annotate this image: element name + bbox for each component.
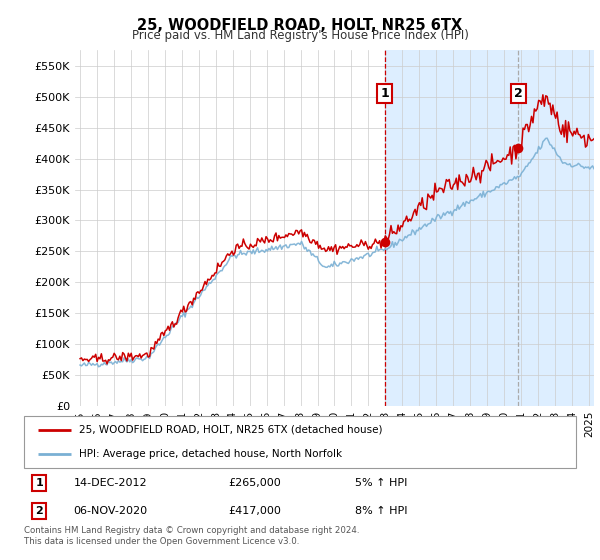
Text: 06-NOV-2020: 06-NOV-2020 [74, 506, 148, 516]
Text: £417,000: £417,000 [228, 506, 281, 516]
Text: Contains HM Land Registry data © Crown copyright and database right 2024.
This d: Contains HM Land Registry data © Crown c… [24, 526, 359, 546]
Text: 2: 2 [35, 506, 43, 516]
Text: 14-DEC-2012: 14-DEC-2012 [74, 478, 148, 488]
Text: 25, WOODFIELD ROAD, HOLT, NR25 6TX: 25, WOODFIELD ROAD, HOLT, NR25 6TX [137, 18, 463, 33]
Text: 5% ↑ HPI: 5% ↑ HPI [355, 478, 407, 488]
Text: 25, WOODFIELD ROAD, HOLT, NR25 6TX (detached house): 25, WOODFIELD ROAD, HOLT, NR25 6TX (deta… [79, 425, 383, 435]
Text: 8% ↑ HPI: 8% ↑ HPI [355, 506, 408, 516]
Text: 2: 2 [514, 87, 523, 100]
Text: HPI: Average price, detached house, North Norfolk: HPI: Average price, detached house, Nort… [79, 449, 343, 459]
Bar [385, 50, 594, 406]
Text: Price paid vs. HM Land Registry's House Price Index (HPI): Price paid vs. HM Land Registry's House … [131, 29, 469, 42]
Text: £265,000: £265,000 [228, 478, 281, 488]
Text: 1: 1 [35, 478, 43, 488]
Text: 1: 1 [380, 87, 389, 100]
